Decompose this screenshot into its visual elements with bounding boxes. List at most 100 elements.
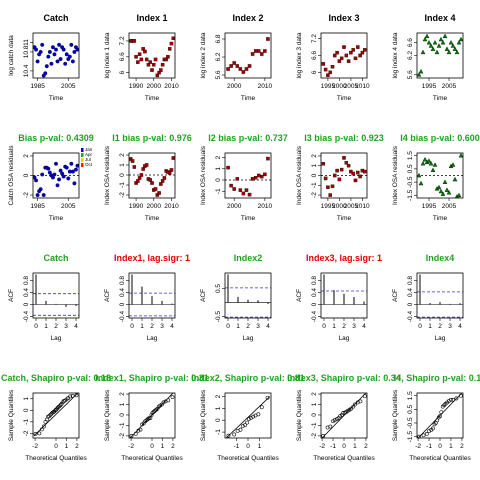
data-point <box>265 395 270 400</box>
data-point <box>333 173 337 178</box>
data-point <box>152 63 156 67</box>
data-point <box>69 161 74 166</box>
data-point <box>47 414 52 418</box>
data-point <box>143 49 147 54</box>
x-tick-label: 1 <box>449 443 453 450</box>
y-tick-label: 0 <box>215 418 222 422</box>
data-point <box>328 424 333 429</box>
data-point <box>323 67 328 72</box>
data-point <box>263 49 267 53</box>
data-point <box>417 172 422 178</box>
data-point <box>74 393 79 398</box>
panel-title: I2 bias p-val: 0.737 <box>208 133 288 143</box>
x-axis-label: Theoretical Quantiles <box>313 455 375 462</box>
data-point <box>170 395 175 400</box>
data-point <box>70 59 75 64</box>
data-point <box>141 167 145 171</box>
y-tick-label: 0 <box>23 408 30 412</box>
y-tick-label: -2 <box>23 192 30 198</box>
data-point <box>436 43 442 48</box>
x-tick-label: 4 <box>362 323 366 330</box>
data-point <box>39 427 44 432</box>
data-point <box>432 40 438 45</box>
data-point <box>132 165 137 169</box>
data-point <box>57 42 62 47</box>
x-tick-label: 2000 <box>332 203 347 210</box>
x-tick-label: 2 <box>438 323 442 330</box>
data-point <box>358 53 362 58</box>
y-tick-label: -2 <box>311 433 318 439</box>
data-point <box>417 434 422 438</box>
x-tick-label: 2005 <box>61 203 76 210</box>
x-tick-label: 2005 <box>344 83 359 90</box>
y-axis-label: log index 2 data <box>200 32 207 78</box>
data-point <box>150 181 154 185</box>
panel-qq-4: Index3, Shapiro p-val: 0.34-2 -1 0 1 2-2-101… <box>287 373 401 462</box>
x-tick-label: 1 <box>161 443 165 450</box>
y-tick-label: 1 <box>215 406 222 410</box>
x-tick-label: 1990 <box>129 83 144 90</box>
plot-marks <box>417 33 463 77</box>
y-tick-label: 1 <box>119 402 126 406</box>
data-point <box>444 46 450 51</box>
y-tick-label: 0 <box>119 173 126 177</box>
plot-marks <box>226 37 270 74</box>
y-tick-label: 1 <box>119 163 126 167</box>
data-point <box>226 67 230 71</box>
qq-reference-line <box>33 393 79 436</box>
data-point <box>417 72 422 77</box>
data-point <box>342 156 346 160</box>
x-tick-label: 0 <box>150 443 154 450</box>
x-tick-label: 1985 <box>30 203 45 210</box>
plot-marks <box>225 156 271 197</box>
panel-title: I4, Shapiro p-val: 0.16 <box>394 373 480 383</box>
y-axis-label: log catch data <box>8 35 15 76</box>
data-point <box>450 43 456 48</box>
y-tick-label: -1.5 <box>407 189 414 201</box>
y-tick-label: 11 <box>23 39 30 46</box>
x-axis-label: Lag <box>339 335 350 342</box>
panel-title: Index3, lag.sigr: 1 <box>306 253 382 263</box>
data-point <box>250 52 255 56</box>
y-axis-label: log index 3 data <box>296 32 303 78</box>
y-tick-label: 6 <box>311 70 318 74</box>
panel-title: Index 2 <box>232 13 263 23</box>
data-point <box>153 187 158 191</box>
plot-frame <box>416 152 464 199</box>
x-tick-label: -2 <box>319 443 325 450</box>
x-axis-label: Lag <box>243 335 254 342</box>
data-point <box>321 434 326 438</box>
x-tick-label: 1 <box>236 323 240 330</box>
panel-title: I3 bias p-val: 0.923 <box>304 133 384 143</box>
x-tick-label: -2 <box>32 443 38 450</box>
data-point <box>64 52 69 57</box>
data-point <box>241 70 246 74</box>
data-point <box>458 36 463 42</box>
x-axis-label: Lag <box>147 335 158 342</box>
data-point <box>426 40 432 45</box>
plot-marks <box>129 393 175 438</box>
plot-marks <box>417 274 463 318</box>
data-point <box>333 53 337 58</box>
data-point <box>35 193 40 198</box>
data-point <box>134 55 138 59</box>
x-axis-label: Time <box>49 95 64 102</box>
data-point <box>70 393 75 398</box>
data-point <box>169 168 174 172</box>
data-point <box>349 50 353 55</box>
data-point <box>253 175 258 180</box>
plot-frame <box>224 392 272 439</box>
y-axis-label: Index OSA residuals <box>392 145 399 205</box>
data-point <box>72 181 77 186</box>
x-axis-label: Time <box>49 215 64 222</box>
plot-marks <box>33 393 79 436</box>
data-point <box>235 64 240 68</box>
data-point <box>136 428 141 433</box>
y-axis-label: Sample Quantiles <box>296 389 303 441</box>
plot-marks <box>129 274 175 317</box>
y-tick-label: 0 <box>119 413 126 417</box>
panel-title: Index4 <box>426 253 455 263</box>
panel-title: Index2 <box>234 253 263 263</box>
data-point <box>150 410 155 415</box>
